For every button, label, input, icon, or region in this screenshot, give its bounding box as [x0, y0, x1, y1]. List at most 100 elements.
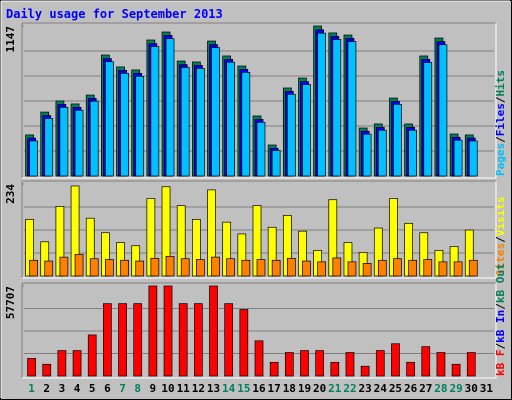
bar [29, 259, 38, 277]
x-tick-label: 15 [237, 382, 250, 395]
bar [300, 350, 309, 377]
bar [468, 259, 478, 277]
bar [408, 129, 417, 177]
bar [118, 303, 127, 377]
bar [241, 259, 251, 277]
bar [423, 259, 433, 277]
bar [345, 352, 355, 377]
bar [163, 285, 173, 377]
bar [347, 41, 357, 177]
bar [44, 260, 54, 277]
bar [451, 363, 461, 377]
bar [74, 254, 84, 277]
legend-entry: Visits [494, 197, 507, 237]
legend: Sites/Visits [494, 197, 507, 277]
bar [196, 68, 205, 177]
bar [105, 61, 114, 177]
x-tick-label: 30 [465, 382, 478, 395]
bar [120, 72, 129, 177]
bar [436, 352, 446, 377]
bar [438, 261, 448, 277]
legend-entry: Pages [494, 143, 507, 176]
bar [239, 309, 249, 377]
bar [377, 259, 387, 277]
y-tick-label: 234 [4, 184, 17, 204]
bar [423, 62, 433, 177]
bar [468, 140, 478, 177]
legend-separator: / [494, 303, 507, 310]
bar [241, 72, 251, 177]
bar [226, 61, 236, 177]
bar [269, 361, 279, 377]
bar [466, 352, 476, 377]
bar [302, 84, 311, 177]
bar [103, 303, 112, 377]
bar [332, 257, 342, 277]
bar [421, 346, 431, 377]
x-tick-label: 7 [119, 382, 126, 395]
x-tick-label: 11 [177, 382, 191, 395]
bar [302, 260, 311, 277]
bar [271, 259, 281, 277]
bar [59, 106, 69, 177]
bar [165, 255, 175, 277]
x-tick-label: 26 [404, 382, 418, 395]
x-tick-label: 4 [74, 382, 81, 395]
legend-separator: / [494, 343, 507, 350]
x-tick-label: 22 [343, 382, 356, 395]
legend-separator: / [494, 96, 507, 103]
bar [29, 140, 38, 177]
x-tick-label: 20 [313, 382, 326, 395]
x-tick-label: 16 [252, 382, 266, 395]
bar [315, 350, 324, 377]
bar [317, 261, 326, 277]
legend-entry: Hits [494, 70, 507, 97]
bar [178, 303, 188, 377]
bar [360, 365, 370, 377]
bar [57, 350, 67, 377]
bar [196, 259, 205, 277]
x-tick-label: 14 [222, 382, 236, 395]
x-tick-label: 3 [59, 382, 66, 395]
bar [286, 93, 296, 177]
x-tick-label: 24 [374, 382, 388, 395]
x-tick-label: 8 [134, 382, 141, 395]
x-tick-label: 13 [207, 382, 220, 395]
bar [180, 258, 190, 277]
bar [135, 260, 145, 277]
bar [150, 46, 160, 177]
bar [165, 38, 175, 177]
bar [105, 259, 114, 277]
bar [377, 129, 387, 177]
legend-entry: Files [494, 103, 507, 136]
bar [330, 361, 340, 377]
legend-entry: kB In [494, 310, 507, 343]
bar [375, 350, 385, 377]
x-tick-label: 1 [28, 382, 35, 395]
bar [74, 109, 84, 177]
legend: kB F/kB In/kB Out [494, 263, 507, 376]
bar [362, 133, 372, 177]
x-tick-label: 19 [298, 382, 311, 395]
bar [226, 258, 236, 277]
bar [150, 257, 160, 277]
bar [209, 285, 218, 377]
bar [438, 44, 448, 177]
x-tick-label: 28 [434, 382, 447, 395]
x-tick-label: 17 [268, 382, 281, 395]
bar [391, 343, 400, 377]
bar [87, 334, 97, 377]
x-tick-label: 12 [192, 382, 205, 395]
bar [59, 256, 69, 277]
bar [148, 285, 158, 377]
bar [42, 363, 52, 377]
bar [453, 139, 463, 177]
bar [72, 350, 82, 377]
bar [284, 352, 294, 377]
bar [286, 257, 296, 277]
bar [224, 303, 234, 377]
x-tick-label: 9 [150, 382, 157, 395]
bar [271, 150, 281, 177]
bar [133, 303, 143, 377]
